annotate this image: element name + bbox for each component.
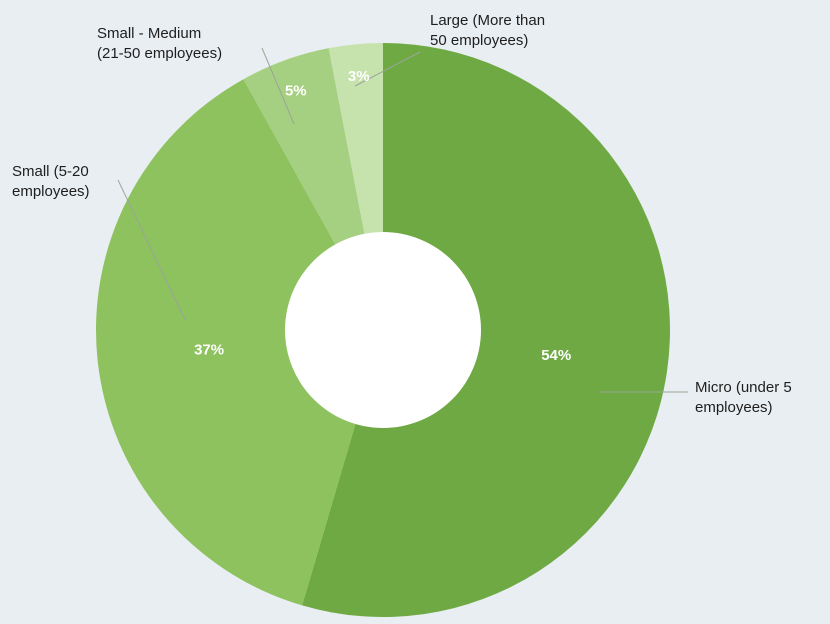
category-label-line: Large (More than bbox=[430, 12, 545, 29]
category-label-line: 50 employees) bbox=[430, 32, 528, 49]
category-label-small-medium-21-50-employees: Small - Medium (21-50 employees) bbox=[97, 25, 222, 62]
leader-line-small-5-20-employees bbox=[117, 179, 186, 321]
slices-group bbox=[95, 43, 670, 618]
leader-line-small-medium-21-50-employees bbox=[261, 47, 295, 125]
category-label-line: employees) bbox=[12, 183, 90, 200]
category-label-small-5-20-employees: Small (5-20 employees) bbox=[12, 163, 90, 200]
leader-line-large-more-than-50-employees bbox=[354, 51, 421, 87]
category-label-line: (21-50 employees) bbox=[97, 45, 222, 62]
category-label-line: Small - Medium bbox=[97, 25, 201, 42]
value-label-small-5-20-employees: 37% bbox=[194, 341, 224, 358]
category-labels-group: Micro (under 5 employees) Small (5-20 emplo… bbox=[12, 12, 792, 416]
category-label-micro-under-5-employees: Micro (under 5 employees) bbox=[695, 379, 792, 416]
category-label-line: Micro (under 5 bbox=[695, 379, 792, 396]
category-label-line: Small (5-20 bbox=[12, 163, 89, 180]
value-label-small-medium-21-50-employees: 5% bbox=[285, 82, 307, 99]
leader-lines-group bbox=[117, 47, 688, 393]
value-label-micro-under-5-employees: 54% bbox=[541, 347, 571, 364]
slice-small-5-20-employees bbox=[95, 79, 384, 606]
value-label-large-more-than-50-employees: 3% bbox=[348, 68, 370, 85]
category-label-line: employees) bbox=[695, 399, 773, 416]
slice-micro-under-5-employees bbox=[302, 43, 670, 618]
value-labels-group: 54% 37% 5% 3% bbox=[194, 68, 571, 364]
category-label-large-more-than-50-employees: Large (More than 50 employees) bbox=[430, 12, 545, 49]
donut-hole bbox=[285, 232, 481, 428]
